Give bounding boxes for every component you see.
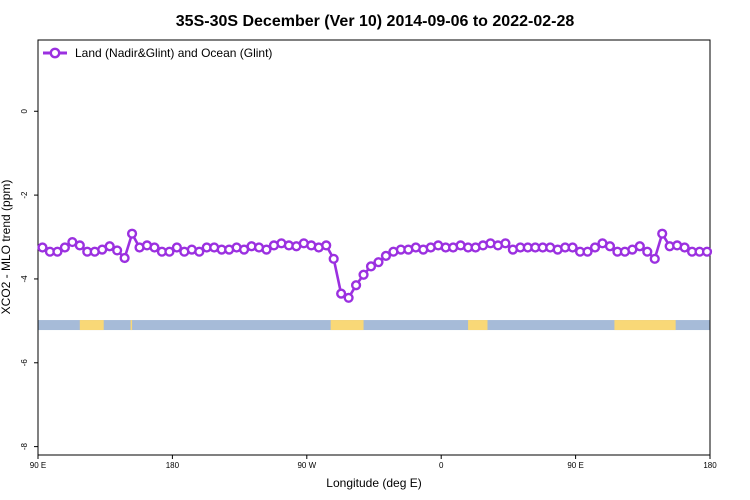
data-point [701, 246, 713, 257]
data-point [321, 240, 332, 251]
data-point [582, 246, 593, 257]
data-point [634, 241, 645, 252]
data-point [657, 228, 668, 239]
x-tick-label: 180 [703, 461, 717, 470]
y-axis: 0 -2 -4 -6 -8 [20, 108, 38, 450]
y-tick-label: -2 [20, 191, 29, 199]
data-point [500, 238, 511, 249]
data-point [589, 242, 601, 253]
land-segment [79, 320, 104, 331]
data-point [104, 241, 115, 252]
data-point [37, 242, 48, 253]
data-point [328, 253, 339, 264]
land-segment [130, 320, 133, 331]
x-tick-label: 90 E [567, 461, 583, 470]
y-tick-label: -6 [20, 359, 29, 367]
data-point [380, 250, 392, 261]
data-point [149, 242, 160, 253]
data-point [52, 246, 63, 257]
data-point [604, 241, 616, 252]
land-segment [614, 320, 676, 331]
data-point [74, 240, 85, 251]
data-point [112, 245, 123, 256]
data-point [350, 280, 362, 291]
legend-label: Land (Nadir&Glint) and Ocean (Glint) [75, 46, 272, 60]
data-point [336, 288, 347, 299]
x-axis-label: Longitude (deg E) [326, 476, 421, 490]
data-point [59, 242, 70, 253]
chart-title: 35S-30S December (Ver 10) 2014-09-06 to … [176, 13, 575, 30]
data-point [261, 244, 272, 255]
x-axis: 90 E 180 90 W 0 90 E 180 [30, 455, 717, 470]
ocean-strip [38, 320, 710, 331]
land-segment [330, 320, 364, 331]
y-tick-label: 0 [20, 108, 29, 113]
land-segment [468, 320, 488, 331]
data-point [126, 228, 138, 239]
data-point [567, 242, 578, 253]
legend: Land (Nadir&Glint) and Ocean (Glint) [43, 46, 272, 60]
y-axis-label: XCO2 - MLO trend (ppm) [0, 180, 13, 315]
data-point [373, 257, 384, 268]
x-tick-label: 180 [166, 461, 180, 470]
data-point [358, 269, 369, 280]
y-tick-label: -4 [20, 275, 29, 283]
data-point [343, 292, 354, 303]
x-tick-label: 0 [439, 461, 444, 470]
x-tick-label: 90 E [30, 461, 46, 470]
data-point [164, 246, 175, 257]
series-layer [37, 228, 713, 303]
x-tick-label: 90 W [297, 461, 316, 470]
data-point [194, 246, 205, 257]
data-point [119, 252, 130, 264]
legend-marker-swatch [49, 47, 61, 59]
data-point [642, 246, 653, 257]
land-ocean-strip [38, 320, 710, 331]
data-point [679, 242, 690, 253]
y-tick-label: -8 [20, 443, 29, 451]
data-point [365, 261, 377, 272]
data-point [171, 242, 182, 253]
data-point [649, 253, 660, 264]
